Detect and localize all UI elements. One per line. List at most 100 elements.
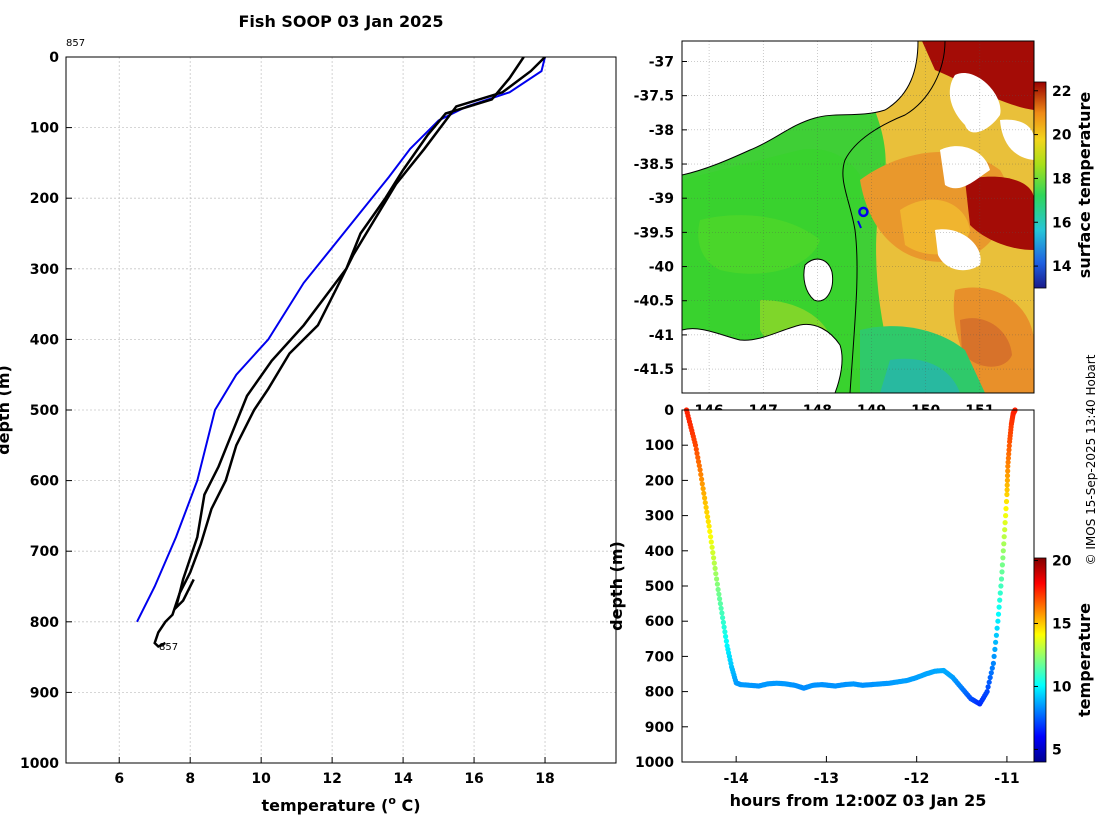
depth-time-y-tick-label: 1000	[635, 755, 674, 771]
depth-time-point	[993, 632, 1000, 638]
depth-time-point	[717, 596, 723, 602]
profile-x-tick-label: 10	[251, 771, 271, 787]
profile-line-drop-2	[173, 57, 525, 612]
depth-time-y-tick-label: 900	[645, 720, 674, 736]
depth-time-point	[706, 523, 712, 529]
depth-time-point	[1004, 482, 1010, 488]
depth-time-y-label: depth (m)	[607, 541, 626, 631]
depth-time-point	[712, 565, 718, 572]
depth-time-point	[985, 684, 991, 690]
profile-x-ticks: 6 8 10 12 14 16 18	[114, 757, 555, 787]
depth-time-point	[1006, 447, 1012, 453]
depth-time-y-tick-label: 700	[645, 649, 674, 665]
depth-time-point	[703, 504, 709, 510]
depth-time-point	[1005, 468, 1011, 474]
depth-time-point	[992, 646, 998, 653]
sst-colorbar-label: surface temperature	[1075, 92, 1094, 279]
depth-time-x-tick-label: -14	[724, 771, 750, 787]
depth-time-point	[1004, 491, 1010, 498]
depth-time-point	[696, 463, 702, 469]
depth-time-point	[716, 591, 722, 597]
depth-time-y-tick-label: 100	[645, 438, 674, 454]
depth-time-y-tick-label: 300	[645, 509, 674, 525]
sst-map-panel: -37 -37.5 -38 -38.5 -39 -39.5 -40 -40.5 -41 -41.5…	[634, 40, 1094, 419]
profile-y-tick-label: 200	[30, 191, 59, 207]
profile-y-tick-label: 400	[30, 332, 59, 348]
depth-time-x-label: hours from 12:00Z 03 Jan 25	[730, 791, 987, 810]
figure-title: Fish SOOP 03 Jan 2025	[239, 12, 444, 31]
depth-time-point	[697, 467, 703, 473]
profile-y-tick-label: 700	[30, 544, 59, 560]
depth-time-x-tick-label: -11	[994, 771, 1019, 787]
depth-time-point	[699, 481, 705, 487]
depth-time-point	[988, 670, 994, 676]
drop-location-marker	[858, 206, 869, 218]
depth-time-point	[987, 674, 993, 681]
profile-y-tick-label: 800	[30, 615, 59, 631]
sst-colorbar-tick-label: 22	[1052, 84, 1071, 100]
depth-time-point	[723, 638, 730, 644]
sst-colorbar-tick-label: 18	[1052, 171, 1071, 187]
depth-time-point	[695, 459, 702, 465]
map-lat-tick-label: -39.5	[634, 225, 674, 241]
depth-time-point	[717, 601, 724, 607]
temperature-colorbar-tick-label: 10	[1052, 679, 1072, 695]
depth-time-point	[997, 597, 1003, 603]
depth-time-point	[986, 679, 992, 685]
sst-colorbar-tick-label: 20	[1052, 128, 1072, 144]
depth-time-point	[714, 581, 721, 587]
profile-y-tick-label: 500	[30, 403, 59, 419]
profile-y-tick-label: 0	[49, 50, 59, 66]
depth-time-x-tick-label: -12	[904, 771, 929, 787]
depth-time-point	[984, 689, 990, 695]
depth-time-point	[699, 476, 705, 482]
depth-time-point	[709, 544, 715, 550]
profile-line-drop-1	[153, 57, 546, 649]
depth-time-point	[721, 624, 727, 630]
depth-time-y-tick-label: 600	[645, 614, 674, 630]
profile-x-tick-label: 6	[114, 771, 124, 787]
depth-time-point	[707, 528, 713, 535]
depth-time-point	[989, 665, 995, 671]
depth-time-x-tick-label: -13	[814, 771, 839, 787]
sst-colorbar-ticks: 14 16 18 20 22	[1034, 84, 1072, 275]
depth-time-point	[700, 486, 706, 492]
depth-time-point	[1000, 548, 1006, 554]
sst-map-field	[682, 41, 1034, 393]
depth-time-point	[998, 583, 1004, 589]
map-lat-tick-label: -38	[649, 123, 674, 139]
depth-time-y-tick-label: 400	[645, 544, 674, 560]
profile-y-tick-label: 1000	[20, 756, 59, 772]
depth-time-point	[1003, 498, 1010, 505]
depth-time-point	[715, 586, 721, 593]
depth-time-point	[1005, 459, 1011, 465]
profile-y-tick-label: 900	[30, 685, 59, 701]
depth-time-point	[1001, 541, 1007, 547]
depth-time-point	[994, 625, 1000, 631]
depth-time-y-tick-label: 0	[664, 403, 674, 419]
depth-time-point	[698, 471, 704, 478]
depth-time-point	[1006, 443, 1012, 449]
profile-x-tick-label: 8	[185, 771, 195, 787]
depth-time-point	[1003, 513, 1009, 519]
depth-time-point	[704, 509, 710, 515]
depth-time-point	[720, 615, 726, 621]
temperature-colorbar-tick-label: 15	[1052, 616, 1071, 632]
temperature-colorbar-label: temperature	[1075, 603, 1094, 717]
depth-time-x-ticks: -14 -13 -12 -11	[724, 756, 1020, 787]
profile-y-tick-label: 300	[30, 262, 59, 278]
depth-time-y-tick-label: 200	[645, 473, 674, 489]
depth-time-point	[711, 560, 717, 566]
temperature-colorbar-tick-label: 20	[1052, 554, 1072, 570]
depth-time-point	[702, 495, 708, 501]
depth-time-points	[683, 407, 1018, 707]
depth-time-point	[702, 500, 708, 506]
depth-time-panel: -14 -13 -12 -11 0 100 200 300 400 500 600 700 800 90…	[607, 403, 1094, 810]
profile-panel: 6 8 10 12 14 16 18 0 100 200 300 400 500 600 700 800 90…	[0, 38, 617, 815]
profile-annotation-bottom: 857	[159, 642, 178, 653]
map-lat-tick-label: -40	[649, 260, 675, 276]
temperature-colorbar-ticks: 5 10 15 20	[1034, 554, 1072, 758]
depth-time-point	[710, 550, 716, 556]
map-lat-tick-label: -38.5	[634, 157, 674, 173]
depth-time-point	[695, 454, 701, 461]
